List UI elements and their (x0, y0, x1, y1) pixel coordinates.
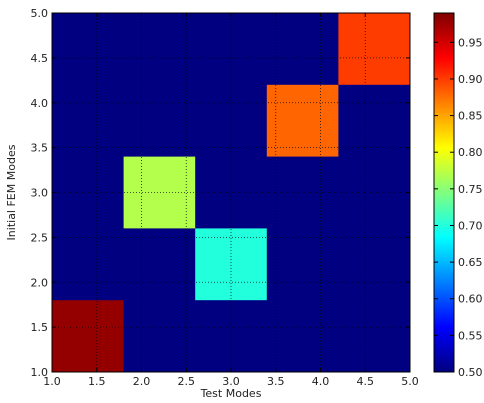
colorbar-tick-label: 0.50 (458, 366, 483, 379)
y-tick-label: 4.5 (31, 52, 49, 65)
y-tick-label: 3.5 (31, 142, 49, 155)
heatmap-cell-3 (123, 156, 196, 229)
heatmap-cell-5 (338, 13, 410, 85)
colorbar-tick-label: 0.70 (458, 219, 483, 232)
colorbar-ticks: 0.50 0.55 0.60 0.65 0.70 0.75 0.80 0.85 0.90 0.95 (434, 36, 483, 379)
heatmap-cell-4 (266, 84, 339, 157)
heatmap-cells (52, 13, 410, 372)
y-tick-label: 4.0 (31, 97, 49, 110)
colorbar-tick-label: 0.90 (458, 73, 483, 86)
x-tick-label: 3.0 (222, 375, 240, 388)
x-tick-label: 1.0 (43, 375, 61, 388)
x-axis-label: Test Modes (200, 387, 262, 400)
colorbar-tick-label: 0.65 (458, 256, 483, 269)
colorbar-tick-label: 0.85 (458, 110, 483, 123)
colorbar (433, 12, 455, 373)
x-tick-label: 2.0 (133, 375, 151, 388)
y-tick-label: 5.0 (31, 7, 49, 20)
x-tick-label: 2.5 (178, 375, 196, 388)
colorbar-tick-label: 0.60 (458, 293, 483, 306)
x-tick-label: 3.5 (267, 375, 285, 388)
colorbar-tick-label: 0.95 (458, 36, 483, 49)
y-axis-ticks: 1.0 1.5 2.0 2.5 3.0 3.5 4.0 4.5 5.0 (31, 7, 410, 379)
y-tick-label: 1.0 (31, 366, 49, 379)
y-tick-label: 1.5 (31, 321, 49, 334)
x-tick-label: 5.0 (401, 375, 419, 388)
x-tick-label: 4.0 (312, 375, 330, 388)
y-tick-label: 2.0 (31, 276, 49, 289)
y-tick-label: 3.0 (31, 187, 49, 200)
x-axis-ticks: 1.0 1.5 2.0 2.5 3.0 3.5 4.0 4.5 5.0 (43, 13, 419, 388)
x-tick-label: 1.5 (88, 375, 106, 388)
colorbar-tick-label: 0.80 (458, 146, 483, 159)
heatmap-cell-2 (195, 228, 267, 301)
heatmap-cell-1 (52, 300, 124, 372)
colorbar-tick-label: 0.75 (458, 183, 483, 196)
y-axis-label: Initial FEM Modes (5, 144, 18, 240)
x-tick-label: 4.5 (357, 375, 375, 388)
colorbar-tick-label: 0.55 (458, 329, 483, 342)
y-tick-label: 2.5 (31, 231, 49, 244)
